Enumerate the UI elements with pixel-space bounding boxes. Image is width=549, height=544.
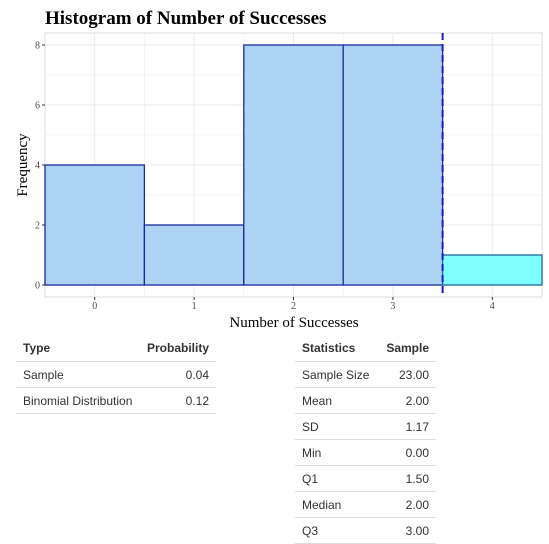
column-header-type: Type	[16, 334, 140, 362]
table-row: Sample Size 23.00	[295, 361, 436, 388]
y-axis-label: Frequency	[15, 133, 31, 197]
x-axis-label: Number of Successes	[229, 315, 358, 331]
table-row: Q1 1.50	[295, 465, 436, 492]
statistic-value-cell: 2.00	[378, 491, 436, 518]
table-row: Median 2.00	[295, 491, 436, 518]
type-cell: Binomial Distribution	[16, 387, 140, 414]
statistic-name-cell: SD	[295, 413, 379, 440]
type-cell: Sample	[16, 361, 140, 388]
x-tick-label: 4	[490, 301, 495, 312]
probability-table-header: Type Probability	[16, 334, 216, 362]
y-tick-label: 2	[35, 221, 40, 232]
statistic-value-cell: 0.00	[378, 439, 436, 466]
statistic-name-cell: Sample Size	[295, 361, 379, 388]
statistics-table-header: Statistics Sample	[295, 334, 436, 362]
column-header-probability: Probability	[139, 334, 216, 362]
x-tick-label: 3	[390, 301, 395, 312]
y-tick-label: 4	[35, 161, 40, 172]
column-header-sample: Sample	[378, 334, 436, 362]
statistic-name-cell: Q1	[295, 465, 379, 492]
histogram-bar	[243, 44, 344, 286]
probability-cell: 0.04	[139, 361, 216, 388]
statistic-value-cell: 23.00	[378, 361, 436, 388]
statistic-value-cell: 1.50	[378, 465, 436, 492]
histogram-bar	[44, 164, 146, 286]
plot-panel: 0 2 4 6 8 0 1 2 3 4	[35, 32, 543, 312]
statistic-name-cell: Median	[295, 491, 379, 518]
column-header-statistics: Statistics	[295, 334, 379, 362]
histogram-chart: Histogram of Number of Successes Number …	[15, 8, 543, 331]
x-tick-label: 0	[92, 301, 97, 312]
statistic-value-cell: 1.17	[378, 413, 436, 440]
statistic-name-cell: Min	[295, 439, 379, 466]
histogram-svg: Histogram of Number of Successes Number …	[15, 8, 543, 331]
x-tick-label: 1	[192, 301, 197, 312]
y-tick-label: 6	[35, 101, 40, 112]
statistics-table: Statistics Sample Sample Size 23.00 Mean…	[295, 334, 436, 544]
table-row: Min 0.00	[295, 439, 436, 466]
chart-title: Histogram of Number of Successes	[45, 8, 326, 29]
statistic-value-cell: 3.00	[378, 517, 436, 544]
y-tick-label: 8	[35, 41, 40, 52]
statistic-name-cell: Mean	[295, 387, 379, 414]
table-row: Binomial Distribution 0.12	[16, 387, 216, 414]
statistic-name-cell: Q3	[295, 517, 379, 544]
histogram-bar	[342, 44, 444, 286]
histogram-bar-highlighted	[441, 254, 543, 286]
table-row: Sample 0.04	[16, 361, 216, 388]
statistic-value-cell: 2.00	[378, 387, 436, 414]
table-row: Q3 3.00	[295, 517, 436, 544]
y-tick-label: 0	[35, 281, 40, 292]
probability-cell: 0.12	[139, 387, 216, 414]
x-tick-label: 2	[291, 301, 296, 312]
histogram-bar	[143, 224, 245, 286]
table-row: SD 1.17	[295, 413, 436, 440]
probability-table: Type Probability Sample 0.04 Binomial Di…	[16, 334, 216, 414]
table-row: Mean 2.00	[295, 387, 436, 414]
